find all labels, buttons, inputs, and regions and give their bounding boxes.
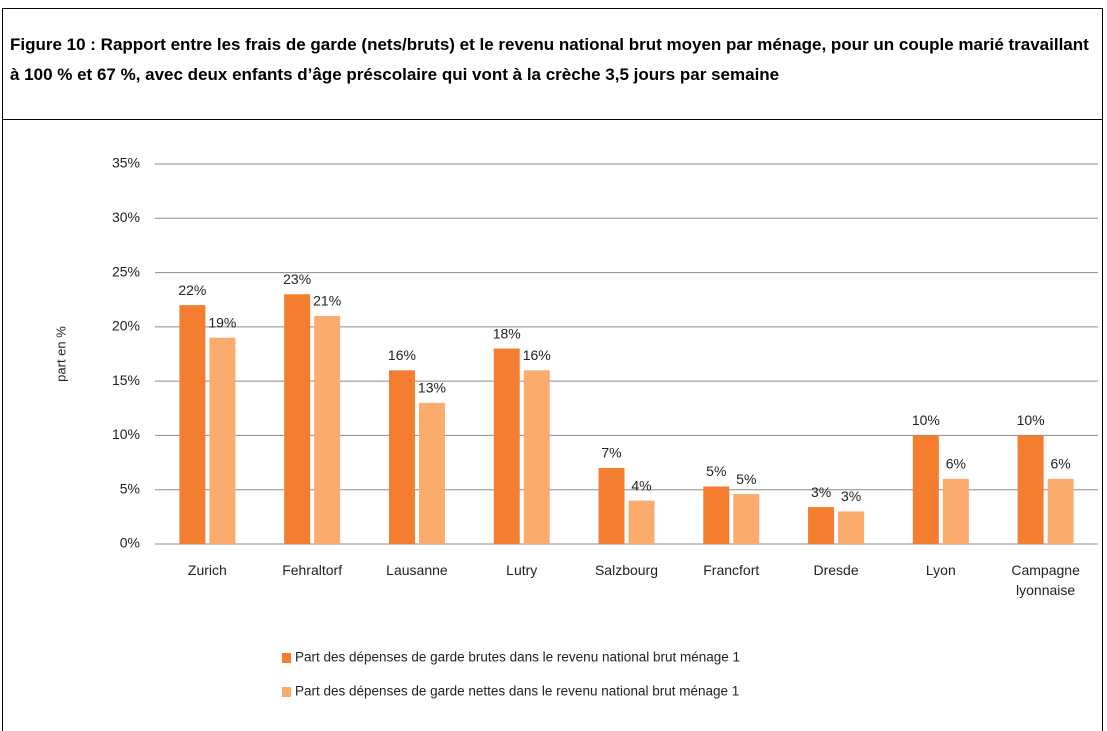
data-label: 16% — [388, 347, 416, 363]
y-tick-label: 10% — [112, 426, 140, 442]
bar — [703, 486, 730, 544]
data-label: 5% — [736, 471, 756, 487]
bar — [733, 494, 760, 544]
x-tick-label: Francfort — [703, 562, 760, 578]
legend-swatch — [282, 653, 291, 663]
y-tick-label: 20% — [112, 318, 140, 334]
x-tick-label: Lutry — [506, 562, 538, 578]
data-label: 21% — [313, 293, 341, 309]
y-tick-label: 5% — [120, 480, 140, 496]
bar — [388, 370, 415, 544]
legend-swatch — [282, 687, 291, 697]
data-label: 13% — [418, 380, 446, 396]
data-label: 4% — [631, 477, 651, 493]
x-tick-label: Zurich — [187, 562, 227, 578]
bar — [808, 507, 835, 544]
data-label: 3% — [841, 488, 861, 504]
x-tick-label: Salzbourg — [594, 562, 659, 578]
bar — [523, 370, 550, 544]
x-tick-label: Fehraltorf — [282, 562, 343, 578]
bar — [179, 305, 206, 544]
data-label: 7% — [601, 445, 621, 461]
data-label: 18% — [493, 325, 521, 341]
bar — [284, 294, 311, 544]
bar — [598, 468, 625, 544]
legend-label: Part des dépenses de garde nettes dans l… — [295, 684, 739, 699]
y-axis-label: part en % — [53, 326, 68, 382]
bar — [628, 500, 655, 544]
bar — [314, 316, 341, 544]
chart-title: Figure 10 : Rapport entre les frais de g… — [2, 8, 1103, 120]
legend-label: Part des dépenses de garde brutes dans l… — [295, 650, 740, 665]
frame — [2, 8, 1103, 731]
data-label: 10% — [912, 412, 940, 428]
data-label: 6% — [946, 456, 966, 472]
y-tick-label: 15% — [112, 372, 140, 388]
y-tick-label: 30% — [112, 209, 140, 225]
data-label: 23% — [283, 271, 311, 287]
y-tick-label: 25% — [112, 263, 140, 279]
y-tick-label: 0% — [120, 535, 140, 551]
bar — [838, 511, 865, 544]
data-label: 22% — [178, 282, 206, 298]
y-tick-label: 35% — [112, 155, 140, 171]
bar — [209, 337, 236, 544]
x-tick-label: Lausanne — [386, 562, 448, 578]
data-label: 16% — [523, 347, 551, 363]
data-label: 10% — [1017, 412, 1045, 428]
x-tick-label: Dresde — [813, 562, 859, 578]
data-label: 6% — [1050, 456, 1070, 472]
bar — [1017, 435, 1044, 544]
x-tick-label: Campagne lyonnaise — [1011, 562, 1080, 598]
bar — [912, 435, 939, 544]
data-label: 3% — [811, 484, 831, 500]
x-tick-label: Lyon — [925, 562, 956, 578]
bar — [493, 348, 520, 544]
data-label: 19% — [208, 314, 236, 330]
bar — [418, 402, 445, 544]
bar — [942, 478, 969, 544]
data-label: 5% — [706, 463, 726, 479]
bar — [1047, 478, 1074, 544]
